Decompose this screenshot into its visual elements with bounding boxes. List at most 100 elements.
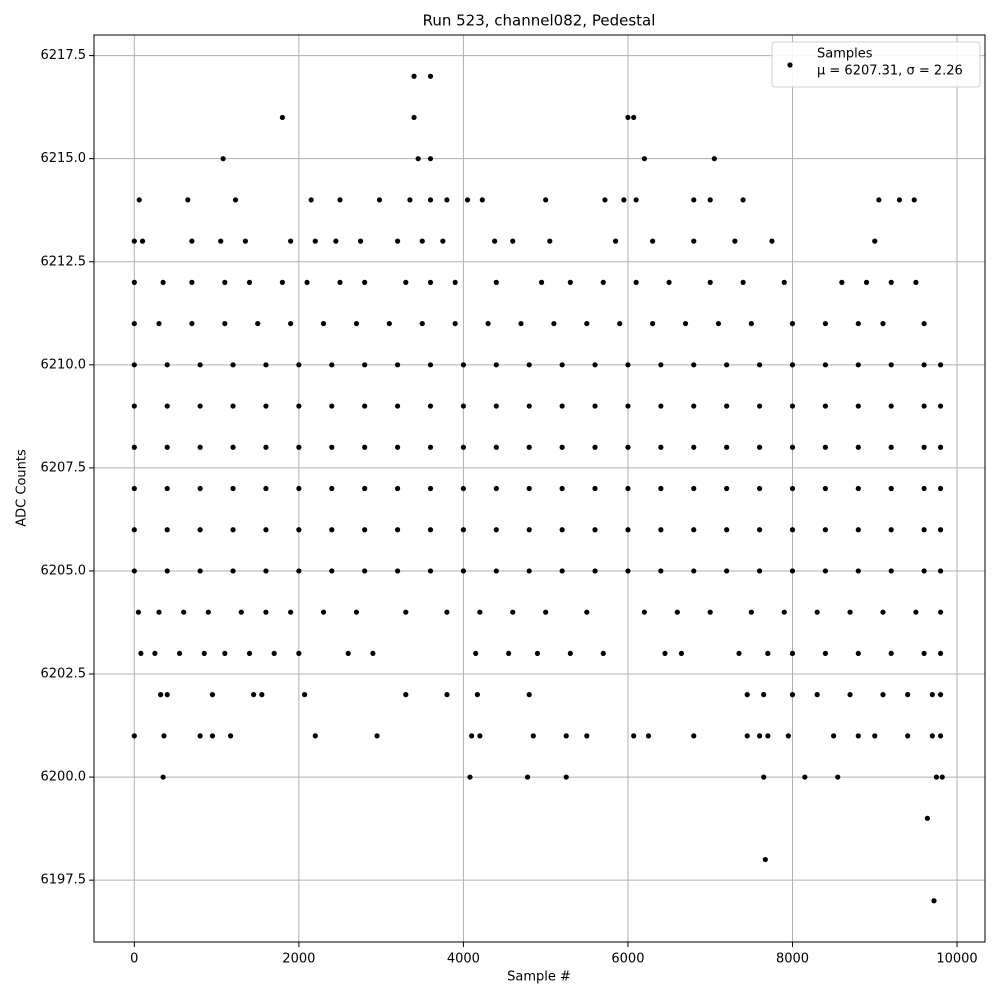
point bbox=[765, 733, 771, 739]
point bbox=[376, 197, 383, 203]
point bbox=[744, 733, 750, 739]
point bbox=[469, 733, 475, 739]
point bbox=[444, 197, 450, 203]
point bbox=[781, 609, 787, 615]
point bbox=[658, 568, 664, 574]
point bbox=[724, 527, 730, 533]
point bbox=[222, 650, 228, 657]
point bbox=[559, 362, 565, 368]
point bbox=[822, 650, 828, 657]
point bbox=[896, 197, 903, 203]
point bbox=[138, 650, 144, 657]
point bbox=[320, 320, 327, 327]
point bbox=[477, 733, 483, 739]
point bbox=[888, 362, 894, 368]
point bbox=[189, 238, 195, 244]
point bbox=[855, 527, 861, 533]
point bbox=[814, 609, 820, 615]
point bbox=[855, 403, 861, 409]
point bbox=[748, 320, 754, 327]
point bbox=[222, 279, 228, 285]
point bbox=[715, 320, 722, 327]
point bbox=[510, 238, 516, 244]
point bbox=[209, 692, 216, 698]
point bbox=[625, 362, 631, 368]
point bbox=[427, 485, 434, 492]
x-tick-label: 8000 bbox=[776, 952, 809, 967]
point bbox=[158, 692, 164, 698]
point bbox=[563, 774, 569, 780]
y-tick-label: 6215.0 bbox=[41, 151, 87, 166]
point bbox=[230, 485, 236, 492]
point bbox=[543, 197, 549, 203]
point bbox=[312, 733, 318, 739]
point bbox=[888, 568, 894, 574]
point bbox=[329, 403, 335, 409]
point bbox=[362, 568, 368, 574]
point bbox=[645, 733, 652, 739]
point bbox=[374, 733, 380, 739]
point bbox=[756, 527, 763, 533]
point bbox=[160, 774, 166, 780]
point bbox=[524, 774, 531, 780]
point bbox=[526, 485, 532, 492]
chart-title: Run 523, channel082, Pedestal bbox=[423, 12, 656, 30]
point bbox=[736, 650, 742, 657]
point bbox=[296, 362, 302, 368]
point bbox=[937, 485, 944, 492]
point bbox=[135, 609, 142, 615]
point bbox=[370, 650, 376, 657]
point bbox=[131, 527, 137, 533]
y-axis-label: ADC Counts bbox=[15, 449, 30, 527]
point bbox=[682, 320, 689, 327]
point bbox=[931, 898, 937, 904]
point bbox=[855, 568, 861, 574]
point bbox=[427, 403, 434, 409]
point bbox=[625, 527, 631, 533]
point bbox=[888, 444, 894, 450]
y-tick-label: 6207.5 bbox=[41, 460, 87, 475]
point bbox=[724, 362, 730, 368]
point bbox=[242, 238, 248, 244]
point bbox=[913, 609, 919, 615]
point bbox=[197, 362, 203, 368]
point bbox=[822, 485, 828, 492]
point bbox=[855, 444, 861, 450]
point bbox=[933, 774, 940, 780]
point bbox=[921, 403, 927, 409]
point bbox=[386, 320, 392, 327]
point bbox=[658, 527, 664, 533]
point bbox=[362, 527, 368, 533]
point bbox=[337, 279, 343, 285]
point bbox=[937, 650, 944, 657]
point bbox=[625, 568, 631, 574]
point bbox=[493, 568, 499, 574]
point bbox=[230, 362, 236, 368]
point bbox=[460, 527, 466, 533]
point bbox=[691, 362, 697, 368]
point bbox=[205, 609, 211, 615]
point bbox=[427, 73, 434, 79]
point bbox=[263, 609, 269, 615]
point bbox=[161, 733, 167, 739]
point bbox=[209, 733, 216, 739]
point bbox=[625, 403, 631, 409]
point bbox=[691, 197, 697, 203]
legend-label: Samples bbox=[817, 47, 873, 62]
point bbox=[880, 692, 886, 698]
point bbox=[131, 485, 137, 492]
point bbox=[176, 650, 183, 657]
point bbox=[822, 444, 828, 450]
point bbox=[131, 733, 137, 739]
point bbox=[847, 692, 853, 698]
point bbox=[419, 238, 425, 244]
point bbox=[164, 403, 170, 409]
y-tick-label: 6210.0 bbox=[41, 357, 87, 372]
point bbox=[164, 568, 170, 574]
point bbox=[222, 320, 228, 327]
point bbox=[785, 733, 791, 739]
point bbox=[929, 733, 935, 739]
point bbox=[543, 609, 549, 615]
point bbox=[880, 609, 886, 615]
point bbox=[530, 733, 536, 739]
